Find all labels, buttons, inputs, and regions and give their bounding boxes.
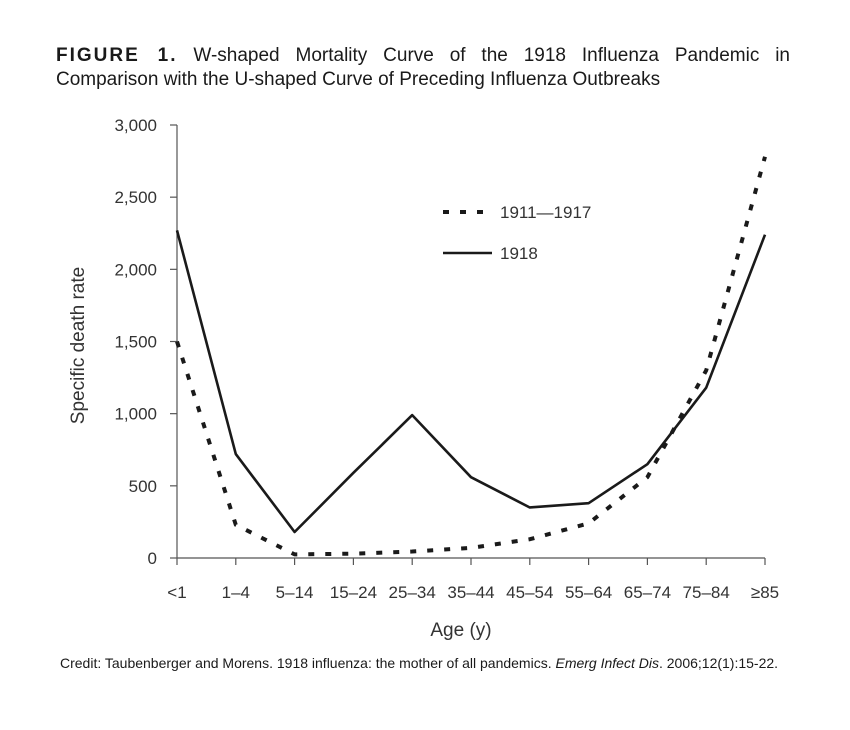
y-tick-label: 2,500 [114, 188, 157, 207]
y-tick-label: 0 [148, 549, 157, 568]
legend-label: 1918 [500, 244, 538, 263]
credit-journal: Emerg Infect Dis [555, 655, 659, 671]
x-tick-label: 25–34 [389, 583, 436, 602]
x-tick-label: 15–24 [330, 583, 377, 602]
x-tick-label: <1 [167, 583, 186, 602]
x-tick-label: 45–54 [506, 583, 553, 602]
x-tick-label: 5–14 [276, 583, 314, 602]
x-axis-title: Age (y) [430, 620, 491, 641]
y-tick-label: 3,000 [114, 116, 157, 135]
figure-label: FIGURE 1. [56, 45, 178, 66]
x-tick-label: ≥85 [751, 583, 779, 602]
x-tick-label: 1–4 [222, 583, 250, 602]
figure-title: W-shaped Mortality Curve of the 1918 Inf… [56, 45, 790, 90]
y-tick-label: 1,500 [114, 333, 157, 352]
y-tick-label: 1,000 [114, 405, 157, 424]
x-tick-label: 75–84 [683, 583, 730, 602]
y-tick-label: 2,000 [114, 260, 157, 279]
legend-label: 1911—1917 [500, 203, 591, 222]
credit-suffix: . 2006;12(1):15-22. [658, 655, 779, 671]
y-tick-label: 500 [129, 477, 157, 496]
credit-line: Credit: Taubenberger and Morens. 1918 in… [60, 655, 778, 671]
x-tick-label: 55–64 [565, 583, 612, 602]
x-tick-label: 65–74 [624, 583, 671, 602]
credit-prefix: Credit: Taubenberger and Morens. 1918 in… [60, 655, 552, 671]
y-axis-title: Specific death rate [68, 267, 89, 424]
series-line-1918 [175, 230, 767, 534]
x-tick-label: 35–44 [447, 583, 494, 602]
figure-caption: FIGURE 1. W-shaped Mortality Curve of th… [56, 44, 790, 92]
